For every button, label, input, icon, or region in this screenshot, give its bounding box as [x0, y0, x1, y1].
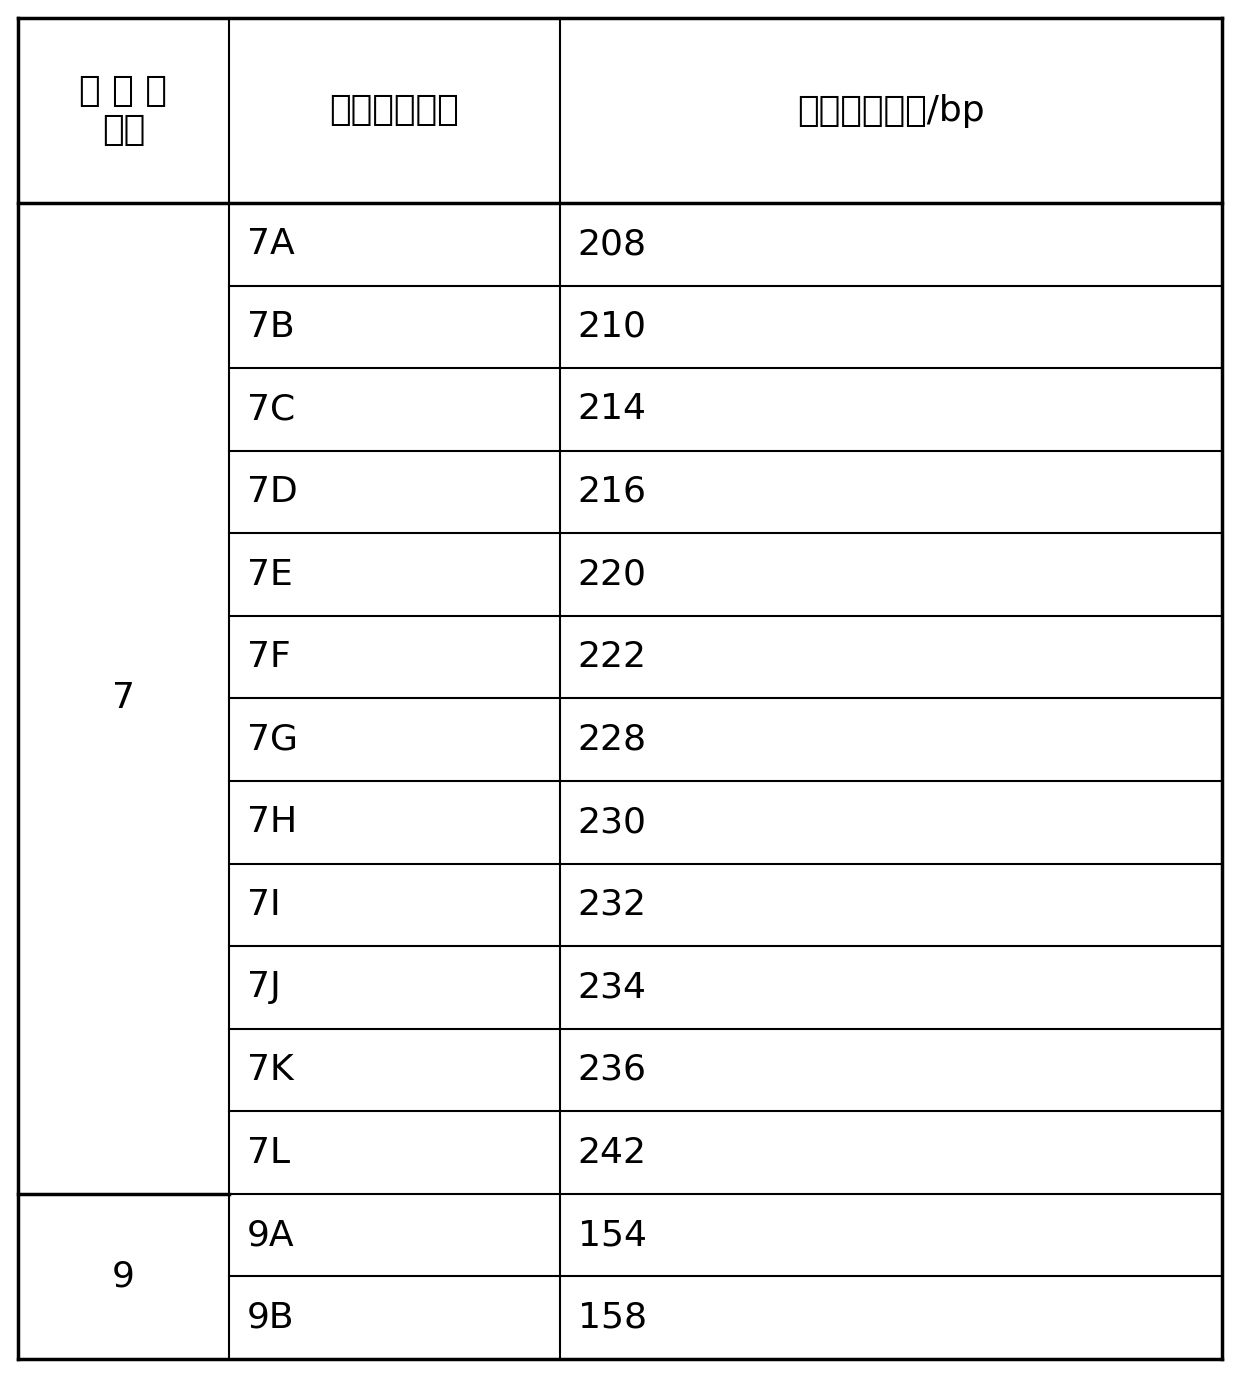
Text: 216: 216 [578, 475, 647, 509]
Text: 9: 9 [112, 1260, 135, 1293]
Text: 7D: 7D [247, 475, 298, 509]
Text: 154: 154 [578, 1219, 647, 1252]
Text: 214: 214 [578, 392, 647, 427]
Text: 7: 7 [112, 682, 135, 716]
Text: 242: 242 [578, 1136, 647, 1169]
Text: 9B: 9B [247, 1301, 294, 1334]
Text: 220: 220 [578, 558, 647, 592]
Text: 158: 158 [578, 1301, 647, 1334]
Text: 236: 236 [578, 1053, 647, 1086]
Text: 232: 232 [578, 888, 647, 921]
Text: 228: 228 [578, 723, 647, 757]
Text: 微 卫 星
标记: 微 卫 星 标记 [79, 74, 167, 147]
Text: 210: 210 [578, 310, 647, 344]
Text: 234: 234 [578, 971, 647, 1004]
Text: 7J: 7J [247, 971, 280, 1004]
Text: 230: 230 [578, 806, 647, 840]
Text: 等位基因大小/bp: 等位基因大小/bp [797, 94, 985, 128]
Text: 7I: 7I [247, 888, 280, 921]
Text: 208: 208 [578, 227, 647, 262]
Text: 7C: 7C [247, 392, 295, 427]
Text: 等位基因编号: 等位基因编号 [330, 94, 459, 128]
Text: 7L: 7L [247, 1136, 290, 1169]
Text: 222: 222 [578, 640, 647, 675]
Text: 7G: 7G [247, 723, 298, 757]
Text: 7K: 7K [247, 1053, 294, 1086]
Text: 7F: 7F [247, 640, 290, 675]
Text: 7B: 7B [247, 310, 294, 344]
Text: 7E: 7E [247, 558, 293, 592]
Text: 7H: 7H [247, 806, 296, 840]
Text: 7A: 7A [247, 227, 294, 262]
Text: 9A: 9A [247, 1219, 294, 1252]
